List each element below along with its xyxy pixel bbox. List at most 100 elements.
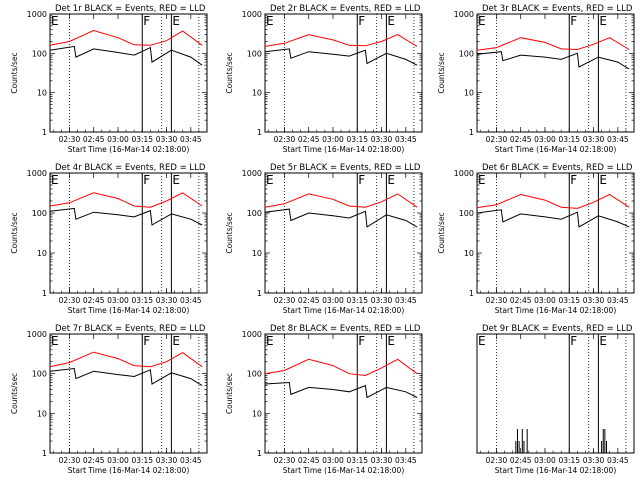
chart-panel-5: Det 5r BLACK = Events, RED = LLD 1 10 100 10… xyxy=(225,163,423,315)
event-marker-label: E xyxy=(51,173,59,187)
event-marker-label: F xyxy=(358,14,365,28)
plot-frame xyxy=(476,13,635,133)
y-axis-label: Counts/sec xyxy=(437,52,446,93)
x-axis-label: Start Time (16-Mar-14 02:18:00) xyxy=(283,466,405,475)
lld-series-line xyxy=(476,193,630,209)
event-marker-label: E xyxy=(387,334,395,348)
y-tick-label: 10 xyxy=(464,249,474,258)
event-marker-label: E xyxy=(172,173,180,187)
chart-title: Det 5r BLACK = Events, RED = LLD xyxy=(270,163,421,173)
x-tick-label: 03:15 xyxy=(346,135,368,144)
y-tick-label: 1 xyxy=(42,449,47,458)
y-tick-label: 10 xyxy=(252,249,262,258)
event-marker-label: E xyxy=(172,334,180,348)
events-series-line xyxy=(264,381,418,399)
lld-series-line xyxy=(264,34,418,47)
events-series-line xyxy=(476,51,630,70)
x-tick-label: 03:15 xyxy=(131,296,153,305)
x-tick-label: 02:45 xyxy=(510,456,532,465)
event-marker-label: E xyxy=(478,173,486,187)
y-axis-label: Counts/sec xyxy=(437,212,446,253)
events-series-line xyxy=(476,209,630,228)
event-marker-label: E xyxy=(266,14,274,28)
chart-panel-4: Det 4r BLACK = Events, RED = LLD 1 10 100 10… xyxy=(10,163,208,315)
y-tick-label: 10 xyxy=(37,409,47,418)
x-tick-label: 03:15 xyxy=(131,135,153,144)
event-marker-label: F xyxy=(143,14,150,28)
event-marker-label: E xyxy=(478,334,486,348)
event-marker-label: F xyxy=(358,334,365,348)
event-marker-label: E xyxy=(387,14,395,28)
event-marker-label: E xyxy=(599,173,607,187)
x-tick-label: 03:00 xyxy=(322,296,344,305)
x-tick-label: 03:00 xyxy=(534,456,556,465)
x-tick-label: 03:00 xyxy=(107,135,129,144)
x-tick-label: 03:45 xyxy=(180,135,202,144)
x-tick-label: 02:45 xyxy=(298,296,320,305)
events-series-line xyxy=(264,48,418,66)
event-marker-label: F xyxy=(570,173,577,187)
events-series-line xyxy=(49,207,203,226)
x-tick-label: 03:30 xyxy=(583,456,605,465)
x-tick-label: 03:15 xyxy=(558,296,580,305)
x-axis-label: Start Time (16-Mar-14 02:18:00) xyxy=(68,466,190,475)
x-tick-label: 03:00 xyxy=(322,135,344,144)
x-tick-label: 03:15 xyxy=(346,456,368,465)
y-tick-label: 10 xyxy=(464,89,474,98)
x-tick-label: 02:30 xyxy=(274,456,296,465)
y-tick-label: 100 xyxy=(459,49,474,58)
x-tick-label: 03:45 xyxy=(607,135,629,144)
x-tick-label: 03:30 xyxy=(156,135,178,144)
x-tick-label: 03:45 xyxy=(395,135,417,144)
x-tick-label: 03:45 xyxy=(607,296,629,305)
lld-series-line xyxy=(49,192,203,208)
x-tick-label: 02:45 xyxy=(298,456,320,465)
y-tick-label: 1000 xyxy=(454,169,474,178)
x-tick-label: 02:45 xyxy=(298,135,320,144)
y-tick-label: 1 xyxy=(469,289,474,298)
x-tick-label: 03:30 xyxy=(371,135,393,144)
x-axis-label: Start Time (16-Mar-14 02:18:00) xyxy=(68,145,190,154)
event-marker-label: E xyxy=(599,14,607,28)
plot-frame xyxy=(49,172,208,294)
chart-panel-7: Det 7r BLACK = Events, RED = LLD 1 10 100 10… xyxy=(10,324,208,475)
event-marker-label: F xyxy=(143,173,150,187)
y-axis-label: Counts/sec xyxy=(10,212,19,253)
y-tick-label: 100 xyxy=(247,370,262,379)
x-tick-label: 03:30 xyxy=(156,296,178,305)
event-marker-label: E xyxy=(266,173,274,187)
chart-panel-2: Det 2r BLACK = Events, RED = LLD 1 10 100 10… xyxy=(225,4,423,154)
y-tick-label: 1 xyxy=(42,128,47,137)
x-tick-label: 03:45 xyxy=(395,296,417,305)
x-tick-label: 03:00 xyxy=(107,296,129,305)
chart-title: Det 2r BLACK = Events, RED = LLD xyxy=(270,4,421,14)
event-marker-label: E xyxy=(172,14,180,28)
chart-panel-1: Det 1r BLACK = Events, RED = LLD 1 10 100 10… xyxy=(10,4,208,154)
x-tick-label: 02:45 xyxy=(83,296,105,305)
y-tick-label: 100 xyxy=(32,209,47,218)
chart-title: Det 6r BLACK = Events, RED = LLD xyxy=(482,163,633,173)
x-tick-label: 02:30 xyxy=(486,456,508,465)
event-marker-label: E xyxy=(387,173,395,187)
y-tick-label: 1000 xyxy=(242,10,262,19)
chart-title: Det 1r BLACK = Events, RED = LLD xyxy=(55,4,206,14)
x-tick-label: 02:45 xyxy=(510,296,532,305)
chart-panel-9: Det 9r BLACK = Events, RED = LLD 02:30 02:… xyxy=(476,324,635,475)
event-marker-label: E xyxy=(51,14,59,28)
event-marker-label: F xyxy=(570,14,577,28)
x-tick-label: 03:15 xyxy=(558,135,580,144)
lld-series-line xyxy=(49,351,203,368)
y-tick-label: 100 xyxy=(247,49,262,58)
x-axis-label: Start Time (16-Mar-14 02:18:00) xyxy=(495,145,617,154)
event-marker-label: E xyxy=(266,334,274,348)
chart-panel-8: Det 8r BLACK = Events, RED = LLD 1 10 100 10… xyxy=(225,324,423,475)
y-tick-label: 10 xyxy=(252,409,262,418)
y-tick-label: 1000 xyxy=(27,10,47,19)
y-axis-label: Counts/sec xyxy=(225,52,234,93)
y-tick-label: 1000 xyxy=(242,169,262,178)
plot-frame xyxy=(476,172,635,294)
y-tick-label: 1 xyxy=(257,128,262,137)
y-axis-label: Counts/sec xyxy=(10,52,19,93)
plot-frame xyxy=(476,333,635,454)
x-tick-label: 03:45 xyxy=(180,456,202,465)
